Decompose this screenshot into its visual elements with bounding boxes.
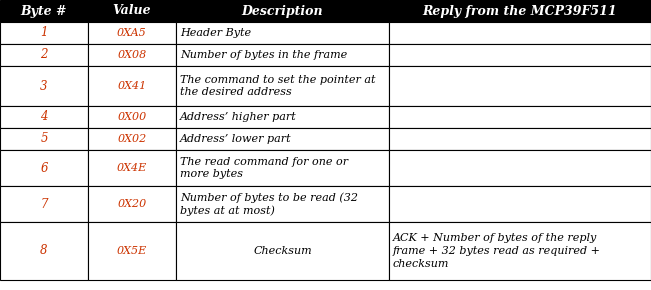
Text: Header Byte: Header Byte xyxy=(180,28,251,38)
Bar xyxy=(389,22,651,44)
Bar xyxy=(88,222,176,280)
Text: The command to set the pointer at
the desired address: The command to set the pointer at the de… xyxy=(180,75,376,97)
Bar xyxy=(0,222,88,280)
Bar xyxy=(176,186,389,222)
Bar xyxy=(88,22,176,44)
Bar xyxy=(88,106,176,128)
Text: Address’ higher part: Address’ higher part xyxy=(180,112,297,122)
Text: 3: 3 xyxy=(40,79,48,93)
Bar xyxy=(0,106,88,128)
Text: 5: 5 xyxy=(40,133,48,146)
Text: Checksum: Checksum xyxy=(253,246,312,256)
Bar xyxy=(88,0,176,22)
Text: Address’ lower part: Address’ lower part xyxy=(180,134,292,144)
Bar xyxy=(176,0,389,22)
Bar xyxy=(389,186,651,222)
Bar xyxy=(0,186,88,222)
Text: 7: 7 xyxy=(40,197,48,211)
Bar xyxy=(389,150,651,186)
Text: 0XA5: 0XA5 xyxy=(117,28,147,38)
Bar xyxy=(0,22,88,44)
Bar xyxy=(88,128,176,150)
Bar xyxy=(0,66,88,106)
Bar xyxy=(176,22,389,44)
Text: 0X20: 0X20 xyxy=(117,199,146,209)
Text: Description: Description xyxy=(242,5,324,17)
Bar xyxy=(389,0,651,22)
Bar xyxy=(176,222,389,280)
Bar xyxy=(176,66,389,106)
Bar xyxy=(389,128,651,150)
Text: Byte #: Byte # xyxy=(21,5,67,17)
Bar xyxy=(176,128,389,150)
Bar xyxy=(176,44,389,66)
Bar xyxy=(0,150,88,186)
Text: 0X02: 0X02 xyxy=(117,134,146,144)
Text: 0X41: 0X41 xyxy=(117,81,146,91)
Text: Reply from the MCP39F511: Reply from the MCP39F511 xyxy=(422,5,617,17)
Bar xyxy=(88,44,176,66)
Text: 1: 1 xyxy=(40,26,48,39)
Bar xyxy=(176,106,389,128)
Bar xyxy=(389,222,651,280)
Text: 4: 4 xyxy=(40,110,48,124)
Bar xyxy=(389,44,651,66)
Bar xyxy=(88,186,176,222)
Text: 0X5E: 0X5E xyxy=(117,246,147,256)
Bar xyxy=(176,150,389,186)
Bar xyxy=(0,128,88,150)
Text: Number of bytes in the frame: Number of bytes in the frame xyxy=(180,50,347,60)
Text: 0X00: 0X00 xyxy=(117,112,146,122)
Bar xyxy=(0,44,88,66)
Text: 0X4E: 0X4E xyxy=(117,163,147,173)
Text: Number of bytes to be read (32
bytes at at most): Number of bytes to be read (32 bytes at … xyxy=(180,192,358,216)
Text: The read command for one or
more bytes: The read command for one or more bytes xyxy=(180,157,348,180)
Text: 8: 8 xyxy=(40,244,48,258)
Text: 6: 6 xyxy=(40,162,48,175)
Text: ACK + Number of bytes of the reply
frame + 32 bytes read as required +
checksum: ACK + Number of bytes of the reply frame… xyxy=(393,233,601,269)
Bar xyxy=(88,150,176,186)
Bar xyxy=(0,0,88,22)
Bar xyxy=(88,66,176,106)
Text: Value: Value xyxy=(113,5,151,17)
Text: 0X08: 0X08 xyxy=(117,50,146,60)
Bar xyxy=(389,106,651,128)
Text: 2: 2 xyxy=(40,48,48,61)
Bar xyxy=(389,66,651,106)
